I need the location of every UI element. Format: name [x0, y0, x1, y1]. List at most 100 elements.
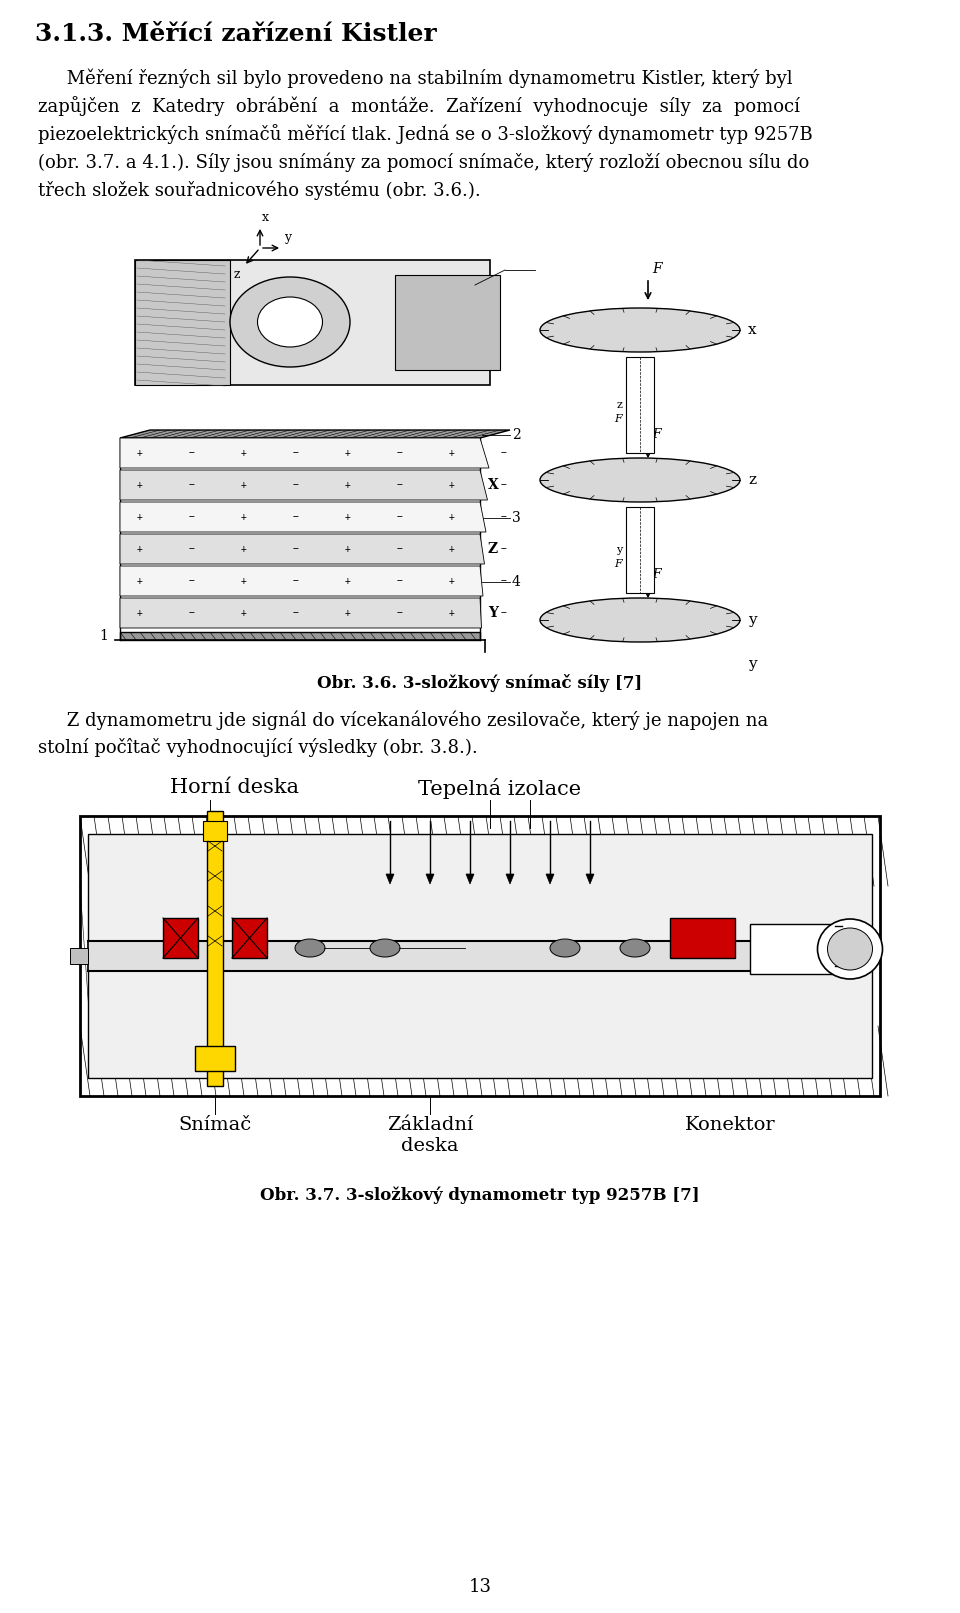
Text: +: + — [449, 481, 455, 490]
Text: −: − — [293, 544, 299, 553]
Text: +: + — [345, 481, 351, 490]
Text: Z dynamometru jde signál do vícekanálového zesilovače, který je napojen na: Z dynamometru jde signál do vícekanálové… — [38, 710, 768, 729]
Bar — [135, 260, 490, 386]
Text: +: + — [137, 544, 143, 553]
Text: zapůjčen  z  Katedry  obrábění  a  montáže.  Zařízení  vyhodnocuje  síly  za  po: zapůjčen z Katedry obrábění a montáže. Z… — [38, 97, 800, 116]
Ellipse shape — [370, 939, 400, 957]
Polygon shape — [120, 566, 483, 595]
Text: +: + — [241, 481, 247, 490]
Text: −: − — [397, 511, 403, 523]
Text: F: F — [652, 568, 660, 581]
Text: −: − — [397, 608, 403, 618]
Polygon shape — [120, 439, 489, 468]
Text: 4: 4 — [512, 574, 521, 589]
Text: +: + — [137, 481, 143, 490]
Text: y: y — [748, 656, 756, 671]
Text: −: − — [501, 576, 507, 586]
Text: z: z — [233, 268, 240, 281]
Bar — [626, 356, 654, 453]
Bar — [163, 918, 198, 958]
Text: +: + — [449, 544, 455, 553]
Text: +: + — [241, 608, 247, 618]
Bar — [203, 821, 227, 840]
Text: Z: Z — [488, 542, 498, 556]
Text: −: − — [397, 576, 403, 586]
Ellipse shape — [295, 939, 325, 957]
Text: −: − — [501, 608, 507, 618]
Ellipse shape — [540, 458, 740, 502]
Text: +: + — [241, 544, 247, 553]
Bar — [195, 1045, 235, 1071]
Text: −: − — [189, 448, 195, 458]
Ellipse shape — [550, 939, 580, 957]
Text: (obr. 3.7. a 4.1.). Síly jsou snímány za pomocí snímače, který rozloží obecnou s: (obr. 3.7. a 4.1.). Síly jsou snímány za… — [38, 152, 809, 171]
Text: třech složek souřadnicového systému (obr. 3.6.).: třech složek souřadnicového systému (obr… — [38, 181, 481, 200]
Text: +: + — [137, 608, 143, 618]
Text: −: − — [293, 481, 299, 490]
Text: +: + — [449, 511, 455, 523]
Text: y: y — [748, 613, 756, 627]
Polygon shape — [386, 874, 394, 884]
Text: y: y — [615, 545, 622, 555]
Polygon shape — [120, 598, 482, 627]
Polygon shape — [120, 502, 486, 532]
Text: +: + — [449, 448, 455, 458]
Text: +: + — [345, 544, 351, 553]
Polygon shape — [506, 874, 514, 884]
Bar — [670, 918, 735, 958]
Text: z: z — [616, 400, 622, 410]
Text: Y: Y — [488, 606, 498, 619]
Text: −: − — [293, 448, 299, 458]
Bar — [626, 506, 654, 594]
Text: F: F — [614, 415, 622, 424]
Text: Měření řezných sil bylo provedeno na stabilním dynamometru Kistler, který byl: Měření řezných sil bylo provedeno na sta… — [38, 68, 793, 87]
Bar — [70, 948, 88, 965]
Bar — [135, 260, 230, 386]
Text: −: − — [501, 448, 507, 458]
Text: +: + — [345, 608, 351, 618]
Text: F: F — [614, 560, 622, 569]
Text: Tepelná izolace: Tepelná izolace — [419, 777, 582, 798]
Text: x: x — [748, 323, 756, 337]
Text: F: F — [652, 261, 661, 276]
Text: 13: 13 — [468, 1578, 492, 1595]
Text: stolní počîtač vyhodnocující výsledky (obr. 3.8.).: stolní počîtač vyhodnocující výsledky (o… — [38, 739, 478, 756]
Text: −: − — [189, 608, 195, 618]
Text: F: F — [652, 427, 660, 440]
Text: Snímač: Snímač — [179, 1116, 252, 1134]
Ellipse shape — [828, 927, 873, 969]
Text: −: − — [189, 576, 195, 586]
Text: z: z — [748, 473, 756, 487]
Text: piezoelektrických snímačů měřící tlak. Jedná se o 3-složkový dynamometr typ 9257: piezoelektrických snímačů měřící tlak. J… — [38, 124, 813, 144]
Text: Základní
deska: Základní deska — [387, 1116, 473, 1155]
Ellipse shape — [540, 308, 740, 352]
Text: +: + — [137, 448, 143, 458]
Ellipse shape — [540, 598, 740, 642]
Ellipse shape — [230, 277, 350, 368]
Text: 3: 3 — [512, 511, 520, 524]
Ellipse shape — [257, 297, 323, 347]
Text: −: − — [293, 576, 299, 586]
Text: Obr. 3.6. 3-složkový snímač síly [7]: Obr. 3.6. 3-složkový snímač síly [7] — [318, 674, 642, 692]
Text: +: + — [449, 576, 455, 586]
Bar — [395, 274, 500, 369]
Text: −: − — [397, 481, 403, 490]
Text: Konektor: Konektor — [684, 1116, 776, 1134]
Text: x: x — [262, 211, 269, 224]
Text: +: + — [241, 448, 247, 458]
Polygon shape — [120, 534, 485, 565]
Text: −: − — [397, 544, 403, 553]
Text: −: − — [293, 608, 299, 618]
Text: −: − — [293, 511, 299, 523]
Polygon shape — [546, 874, 554, 884]
Text: −: − — [189, 481, 195, 490]
Text: +: + — [241, 511, 247, 523]
Ellipse shape — [818, 919, 882, 979]
Polygon shape — [120, 431, 510, 439]
Text: Obr. 3.7. 3-složkový dynamometr typ 9257B [7]: Obr. 3.7. 3-složkový dynamometr typ 9257… — [260, 1186, 700, 1203]
Polygon shape — [120, 469, 488, 500]
Text: 3.1.3. Měřící zařízení Kistler: 3.1.3. Měřící zařízení Kistler — [35, 23, 437, 47]
Bar — [88, 834, 872, 1077]
Text: 2: 2 — [512, 427, 520, 442]
Polygon shape — [120, 632, 480, 640]
